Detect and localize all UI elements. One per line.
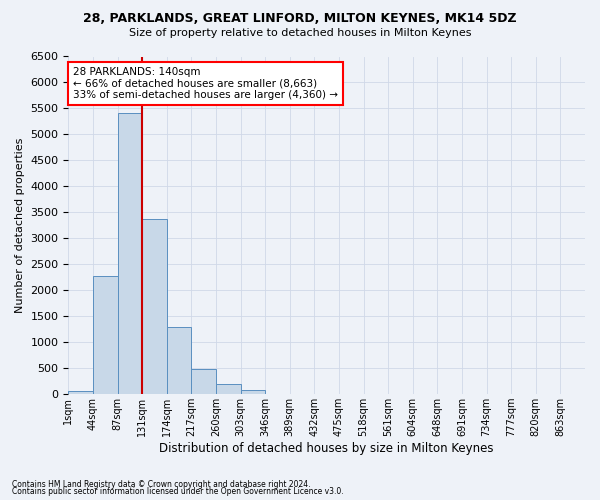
Text: 28, PARKLANDS, GREAT LINFORD, MILTON KEYNES, MK14 5DZ: 28, PARKLANDS, GREAT LINFORD, MILTON KEY… bbox=[83, 12, 517, 26]
Bar bbox=[118, 112, 142, 394]
Y-axis label: Number of detached properties: Number of detached properties bbox=[15, 138, 25, 313]
Bar bbox=[241, 390, 265, 394]
X-axis label: Distribution of detached houses by size in Milton Keynes: Distribution of detached houses by size … bbox=[160, 442, 494, 455]
Text: 28 PARKLANDS: 140sqm
← 66% of detached houses are smaller (8,663)
33% of semi-de: 28 PARKLANDS: 140sqm ← 66% of detached h… bbox=[73, 67, 338, 100]
Text: Contains HM Land Registry data © Crown copyright and database right 2024.: Contains HM Land Registry data © Crown c… bbox=[12, 480, 311, 489]
Bar bbox=[68, 390, 93, 394]
Bar bbox=[191, 368, 216, 394]
Bar bbox=[142, 218, 167, 394]
Bar bbox=[93, 276, 118, 394]
Text: Size of property relative to detached houses in Milton Keynes: Size of property relative to detached ho… bbox=[129, 28, 471, 38]
Bar bbox=[167, 326, 191, 394]
Text: Contains public sector information licensed under the Open Government Licence v3: Contains public sector information licen… bbox=[12, 487, 344, 496]
Bar bbox=[216, 384, 241, 394]
